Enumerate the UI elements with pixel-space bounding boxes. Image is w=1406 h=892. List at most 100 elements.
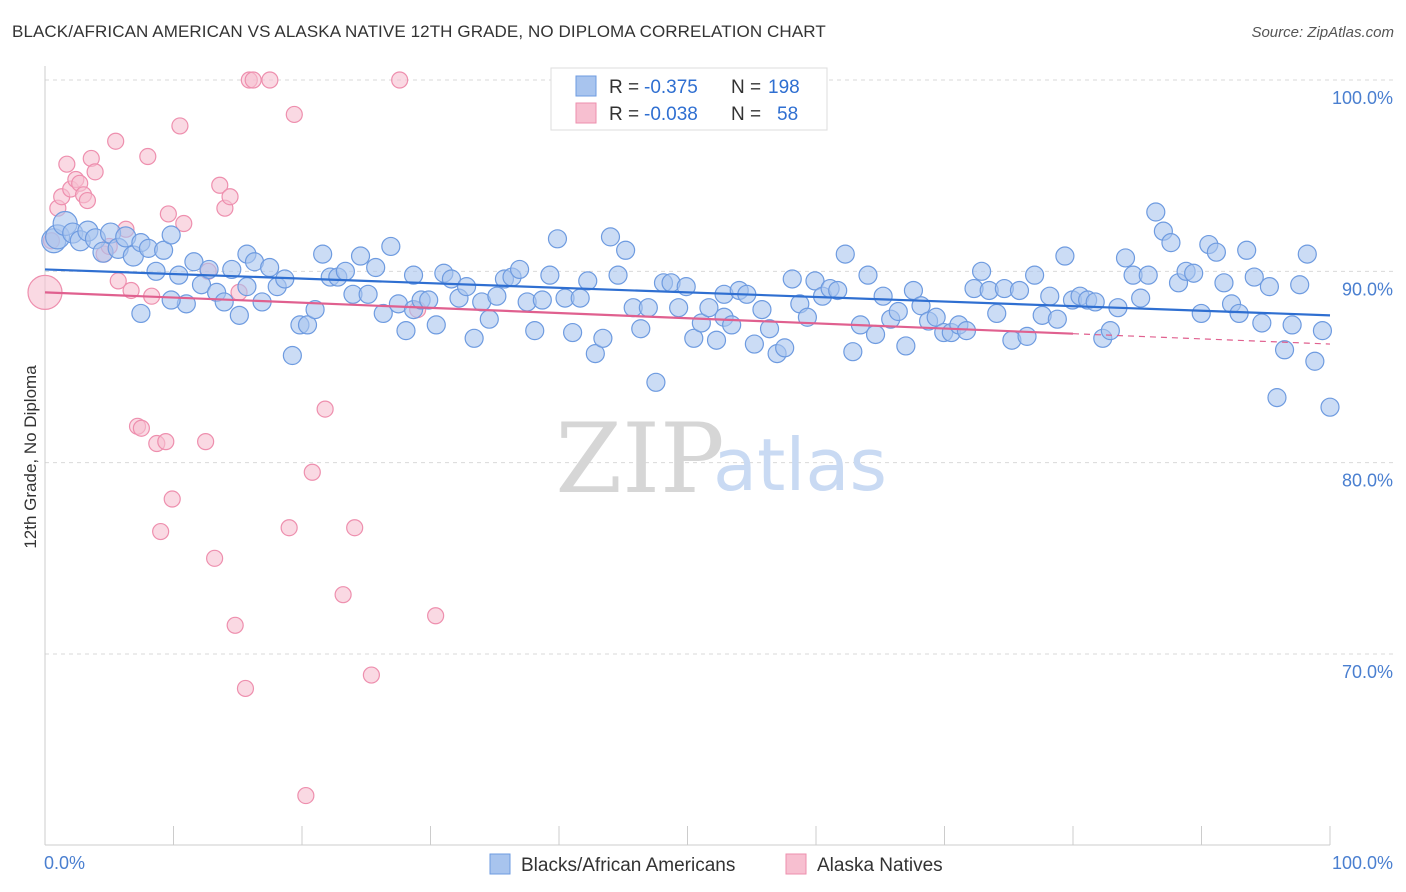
bottom-legend: Blacks/African Americans Alaska Natives <box>489 853 943 876</box>
blue-point <box>1025 265 1045 285</box>
y-tick-label-3: 70.0% <box>1342 662 1393 682</box>
blue-point <box>1305 351 1325 371</box>
blue-point <box>1055 246 1075 266</box>
pink-trend-line <box>44 291 1074 335</box>
pink-point <box>285 105 303 124</box>
blue-point <box>1047 309 1067 329</box>
blue-point <box>358 284 378 304</box>
blue-point <box>888 301 908 322</box>
bottom-legend-swatch-pink <box>785 853 807 875</box>
blue-point <box>335 261 355 281</box>
grid-lines <box>45 79 1395 655</box>
blue-point <box>835 244 855 264</box>
legend-swatch-pink <box>575 102 597 124</box>
blue-point <box>1115 248 1136 268</box>
blue-point <box>199 259 219 280</box>
blue-point <box>1244 267 1264 287</box>
blue-point <box>222 259 242 280</box>
blue-point <box>585 344 605 364</box>
blue-point <box>1184 263 1204 283</box>
y-axis-label: 12th Grade, No Diploma <box>21 365 40 549</box>
bottom-legend-swatch-blue <box>489 853 511 875</box>
legend: R = -0.375 N = 198 R = -0.038 N = 58 <box>550 67 828 131</box>
legend-n-value-2: 58 <box>777 104 798 125</box>
blue-point <box>350 246 371 266</box>
pink-point <box>163 490 181 508</box>
legend-swatch-blue <box>575 75 597 97</box>
watermark-atlas: atlas <box>713 423 887 507</box>
blue-point <box>1138 265 1158 285</box>
pink-point <box>221 188 239 206</box>
blue-point <box>828 280 848 301</box>
legend-r-value-1: -0.375 <box>644 77 698 98</box>
blue-point <box>858 265 878 285</box>
blue-point <box>532 290 552 310</box>
blue-point <box>600 227 621 247</box>
pink-point <box>175 214 193 233</box>
pink-point <box>211 176 229 194</box>
blue-point <box>184 252 204 272</box>
pink-point <box>159 205 177 223</box>
blue-point <box>305 300 325 320</box>
legend-r-label-2: R = <box>609 104 639 125</box>
pink-point <box>157 433 175 451</box>
blue-point <box>775 338 795 358</box>
blue-point <box>131 303 151 324</box>
blue-point <box>525 321 545 341</box>
pink-point <box>226 616 244 634</box>
x-tick-labels: 0.0% 100.0% <box>44 853 1393 873</box>
blue-point <box>1252 313 1272 333</box>
blue-point <box>1312 321 1333 341</box>
pink-point <box>236 679 255 698</box>
legend-n-label-1: N = <box>731 77 761 98</box>
blue-point <box>1131 288 1151 308</box>
blue-point <box>426 315 446 335</box>
bottom-legend-label-blue: Blacks/African Americans <box>521 855 735 876</box>
blue-point <box>570 288 590 308</box>
watermark-zip: ZIP <box>555 403 724 515</box>
pink-point <box>280 519 298 537</box>
blue-point <box>260 257 280 278</box>
legend-n-label-2: N = <box>731 104 761 125</box>
pink-point <box>391 71 409 89</box>
pink-point <box>316 400 334 418</box>
blue-point <box>464 328 484 348</box>
blue-point <box>1191 303 1211 324</box>
blue-point <box>971 261 992 281</box>
blue-point <box>805 271 825 291</box>
blue-point <box>403 265 424 285</box>
blue-point <box>593 328 613 348</box>
pink-point <box>303 463 321 481</box>
trend-lines <box>44 268 1331 345</box>
blue-point <box>669 298 689 318</box>
blue-point <box>1282 315 1302 335</box>
blue-point <box>509 259 530 280</box>
pink-point <box>427 607 445 625</box>
blue-point <box>616 240 636 260</box>
blue-point <box>926 307 946 327</box>
source-label: Source: ZipAtlas.com <box>1251 24 1394 41</box>
y-tick-label-2: 80.0% <box>1342 471 1393 491</box>
pink-point <box>261 71 279 89</box>
blue-point <box>456 277 477 297</box>
axes <box>44 66 1331 846</box>
blue-point <box>161 290 181 310</box>
blue-point <box>146 261 166 281</box>
blue-point <box>631 319 651 339</box>
blue-point <box>1214 273 1234 293</box>
pink-point <box>244 71 262 89</box>
blue-point <box>1017 326 1037 346</box>
watermark: ZIP atlas <box>555 403 887 515</box>
blue-point <box>366 257 386 278</box>
blue-point <box>1237 240 1257 260</box>
pink-point <box>346 519 364 537</box>
legend-frame <box>550 67 828 131</box>
blue-point <box>1297 244 1317 264</box>
legend-r-label-1: R = <box>609 77 639 98</box>
blue-point <box>1009 280 1030 301</box>
blue-point <box>237 277 257 297</box>
pink-point <box>334 586 352 604</box>
y-tick-label-0: 100.0% <box>1332 88 1393 108</box>
blue-point <box>381 236 401 257</box>
